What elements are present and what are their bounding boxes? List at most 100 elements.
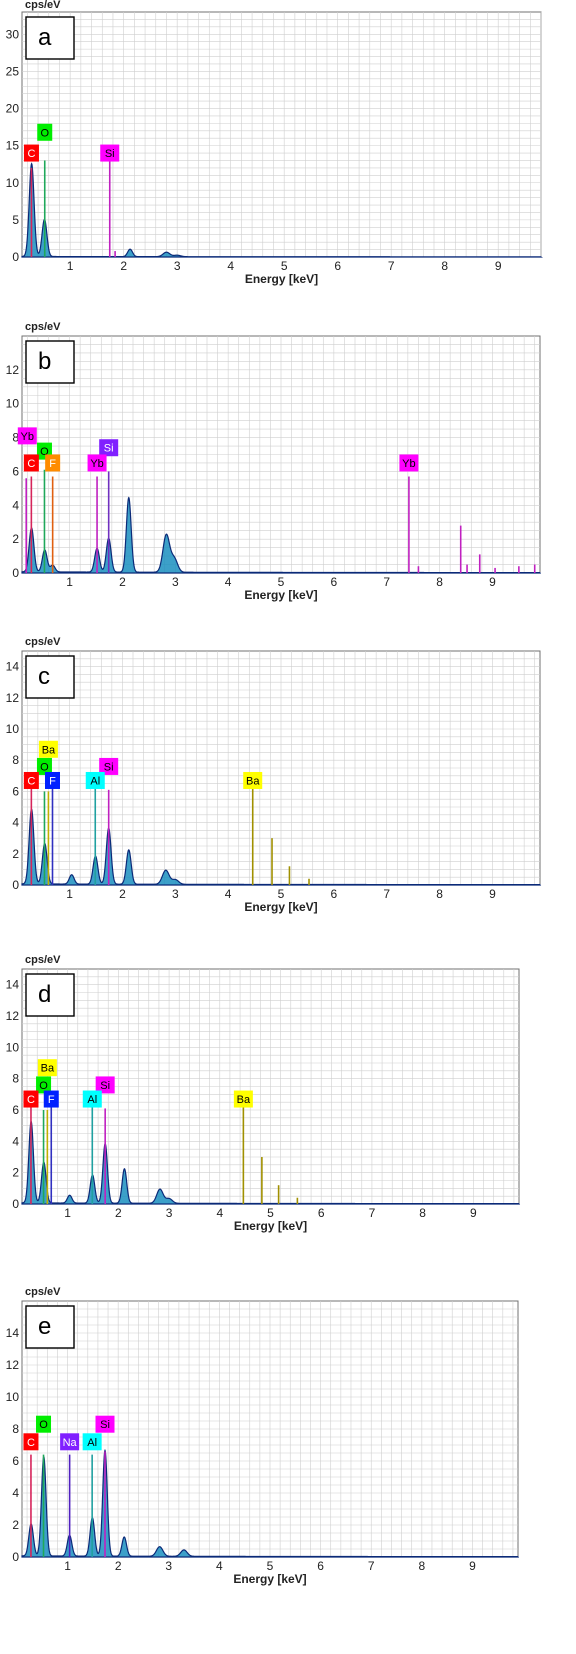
y-tick-label: 30: [6, 27, 20, 41]
panel-label: c: [38, 663, 50, 690]
y-tick-label: 10: [6, 1040, 20, 1054]
x-tick-label: 7: [383, 575, 390, 589]
y-tick-label: 14: [6, 660, 20, 674]
element-label: Na: [63, 1437, 78, 1449]
element-label-box: [23, 1433, 39, 1451]
panel-label: a: [38, 24, 52, 51]
x-tick-label: 3: [172, 887, 179, 901]
x-tick-label: 8: [441, 259, 448, 273]
element-label: C: [27, 775, 35, 787]
element-label: C: [27, 458, 35, 470]
element-label: Yb: [90, 458, 103, 470]
element-label-box: [23, 144, 39, 162]
y-tick-label: 2: [12, 847, 19, 861]
element-label: O: [40, 446, 49, 458]
x-tick-label: 1: [66, 887, 73, 901]
x-axis-label: Energy [keV]: [244, 588, 317, 602]
x-tick-label: 2: [120, 259, 127, 273]
panel-label-box: [25, 1305, 75, 1349]
element-label-box: [233, 1090, 253, 1108]
y-tick-label: 14: [6, 978, 20, 992]
y-tick-label: 4: [12, 1134, 19, 1148]
x-tick-label: 5: [267, 1559, 274, 1573]
y-tick-label: 2: [12, 1166, 19, 1180]
x-tick-label: 4: [225, 575, 232, 589]
x-tick-label: 9: [489, 575, 496, 589]
element-label-box: [82, 1433, 102, 1451]
element-label: C: [27, 1437, 35, 1449]
element-label-box: [399, 454, 419, 472]
x-tick-label: 5: [278, 575, 285, 589]
element-label-box: [99, 439, 119, 457]
y-tick-label: 20: [6, 102, 20, 116]
element-label: Yb: [21, 431, 34, 443]
x-tick-label: 3: [166, 1206, 173, 1220]
panel-label-box: [25, 973, 75, 1017]
x-tick-label: 4: [227, 259, 234, 273]
x-axis-label: Energy [keV]: [244, 900, 317, 914]
y-tick-label: 8: [12, 431, 19, 445]
y-tick-label: 10: [6, 722, 20, 736]
y-tick-label: 8: [12, 1422, 19, 1436]
y-tick-label: 2: [12, 532, 19, 546]
y-axis-label: cps/eV: [25, 636, 61, 648]
x-tick-label: 1: [64, 1206, 71, 1220]
x-tick-label: 2: [115, 1206, 122, 1220]
element-label-box: [23, 771, 39, 789]
x-tick-label: 9: [469, 1559, 476, 1573]
y-tick-label: 10: [6, 1390, 20, 1404]
y-tick-label: 0: [12, 1550, 19, 1564]
y-tick-label: 14: [6, 1326, 20, 1340]
x-tick-label: 1: [67, 259, 74, 273]
y-tick-label: 8: [12, 753, 19, 767]
element-label-box: [45, 454, 61, 472]
x-tick-label: 3: [165, 1559, 172, 1573]
x-tick-label: 1: [66, 575, 73, 589]
element-label-box: [37, 123, 53, 141]
element-label-box: [36, 1415, 52, 1433]
grid: [22, 12, 542, 257]
y-tick-label: 0: [12, 566, 19, 580]
x-tick-label: 4: [216, 1559, 223, 1573]
x-tick-label: 6: [317, 1559, 324, 1573]
x-tick-label: 9: [495, 259, 502, 273]
element-label: Si: [100, 1419, 110, 1431]
x-tick-label: 2: [115, 1559, 122, 1573]
element-label: O: [40, 761, 49, 773]
x-tick-label: 6: [334, 259, 341, 273]
grid: [22, 651, 540, 885]
element-label: C: [27, 148, 35, 160]
element-label-box: [60, 1433, 80, 1451]
x-tick-label: 6: [331, 575, 338, 589]
y-tick-label: 0: [12, 878, 19, 892]
element-label: Si: [105, 148, 115, 160]
panel-label-box: [25, 16, 75, 60]
element-label-box: [100, 144, 120, 162]
y-tick-label: 12: [6, 1358, 20, 1372]
element-label-box: [36, 1076, 52, 1094]
element-label: O: [40, 127, 49, 139]
element-label-box: [99, 757, 119, 775]
x-tick-label: 7: [369, 1206, 376, 1220]
x-tick-label: 2: [119, 887, 126, 901]
x-tick-label: 8: [418, 1559, 425, 1573]
x-tick-label: 8: [436, 887, 443, 901]
x-tick-label: 9: [489, 887, 496, 901]
x-tick-label: 7: [383, 887, 390, 901]
y-tick-label: 12: [6, 691, 20, 705]
x-axis-label: Energy [keV]: [234, 1219, 307, 1233]
element-label: F: [49, 458, 56, 470]
x-tick-label: 6: [331, 887, 338, 901]
x-tick-label: 8: [436, 575, 443, 589]
element-label: O: [39, 1419, 48, 1431]
element-label: Ba: [42, 744, 56, 756]
plot-area: [21, 11, 542, 258]
y-tick-label: 12: [6, 363, 20, 377]
y-tick-label: 4: [12, 816, 19, 830]
panel-label: b: [38, 348, 51, 375]
y-tick-label: 12: [6, 1009, 20, 1023]
element-label: C: [27, 1094, 35, 1106]
y-tick-label: 0: [12, 250, 19, 264]
element-label-box: [36, 757, 52, 775]
